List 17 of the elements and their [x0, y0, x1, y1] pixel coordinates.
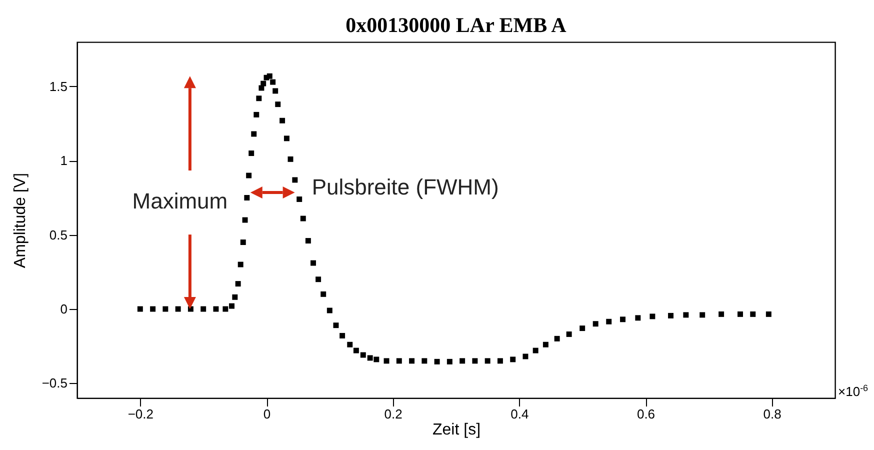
annotation: Maximum	[132, 188, 228, 214]
text: ×10$^{-6}$	[838, 383, 868, 399]
x-tick-label: 0.2	[384, 406, 402, 422]
x-tick-label: −0.2	[128, 406, 154, 422]
x-tick-label: 0.4	[510, 406, 529, 422]
annotation: Pulsbreite (FWHM)	[312, 174, 499, 200]
y-tick-label: −0.5	[42, 376, 68, 391]
y-tick-label: 0	[60, 302, 68, 316]
y-tick-label: 1	[60, 153, 68, 168]
y-tick-label: 0.5	[49, 227, 68, 242]
x-axis-title: Zeit [s]	[432, 422, 481, 438]
x-tick-label: 0.8	[763, 406, 782, 422]
y-axis-title: Amplitude [V]	[12, 172, 29, 268]
y-tick-label: 1.5	[49, 79, 68, 94]
x-tick-label: 0	[263, 406, 271, 422]
chart-title: 0x00130000 LAr EMB A	[346, 13, 568, 37]
x-tick-label: 0.6	[636, 406, 656, 422]
